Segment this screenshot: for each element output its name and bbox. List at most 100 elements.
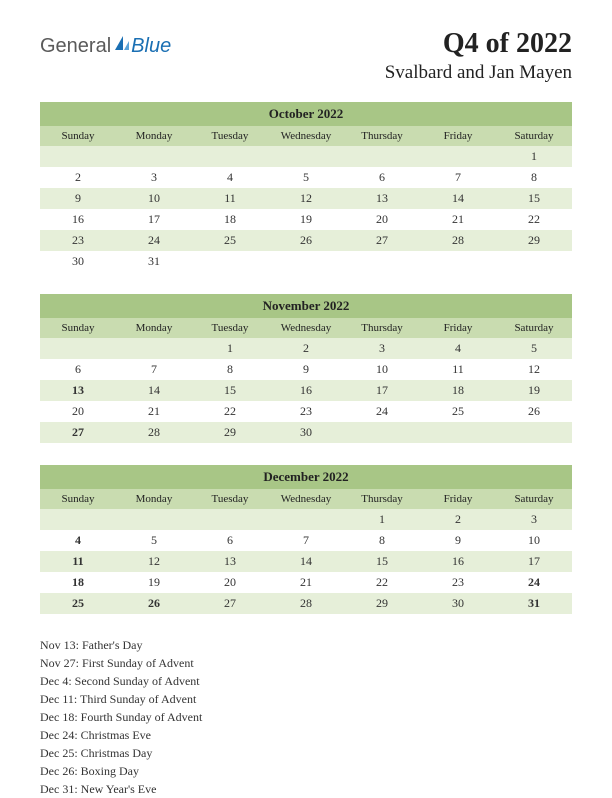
calendar-day: 25: [40, 593, 116, 614]
calendar-week: 11121314151617: [40, 551, 572, 572]
calendar-day: 17: [116, 209, 192, 230]
calendar-day: 16: [40, 209, 116, 230]
calendar-day: 10: [344, 359, 420, 380]
calendar-day: 9: [268, 359, 344, 380]
calendar-day: 19: [116, 572, 192, 593]
logo-sail-icon: [113, 34, 131, 58]
calendar-day: 29: [344, 593, 420, 614]
calendar-week: 12345: [40, 338, 572, 359]
day-header: Saturday: [496, 318, 572, 338]
calendar-day: 1: [192, 338, 268, 359]
calendar-day: 7: [116, 359, 192, 380]
holiday-item: Dec 31: New Year's Eve: [40, 780, 572, 798]
calendars-container: October 2022SundayMondayTuesdayWednesday…: [40, 102, 572, 614]
calendar-day: 3: [116, 167, 192, 188]
calendar-day: 20: [344, 209, 420, 230]
calendar-day: 19: [268, 209, 344, 230]
calendar-day: 27: [344, 230, 420, 251]
day-header: Sunday: [40, 489, 116, 509]
calendar-day: 27: [192, 593, 268, 614]
calendar-day: 21: [268, 572, 344, 593]
calendar-month: October 2022SundayMondayTuesdayWednesday…: [40, 102, 572, 272]
day-header: Monday: [116, 489, 192, 509]
calendar-day: 18: [192, 209, 268, 230]
logo-text-blue: Blue: [131, 35, 171, 58]
calendar-day: 20: [192, 572, 268, 593]
calendar-day: [420, 422, 496, 443]
page-title: Q4 of 2022: [385, 28, 572, 60]
calendar-week: 13141516171819: [40, 380, 572, 401]
holiday-item: Dec 4: Second Sunday of Advent: [40, 672, 572, 690]
holiday-item: Nov 27: First Sunday of Advent: [40, 654, 572, 672]
calendar-day: 26: [268, 230, 344, 251]
calendar-day: 12: [496, 359, 572, 380]
day-header: Friday: [420, 489, 496, 509]
calendar-day: 25: [192, 230, 268, 251]
day-header: Thursday: [344, 489, 420, 509]
calendar-day: 31: [496, 593, 572, 614]
calendar-day: [40, 338, 116, 359]
calendar-day: [344, 146, 420, 167]
calendar-day: 3: [496, 509, 572, 530]
calendar-day: [496, 422, 572, 443]
logo: General Blue: [40, 28, 171, 58]
calendar-day: 26: [116, 593, 192, 614]
calendar-day: 12: [116, 551, 192, 572]
calendar-week: 9101112131415: [40, 188, 572, 209]
calendar-day: 1: [496, 146, 572, 167]
calendar-day: 6: [192, 530, 268, 551]
calendar-day: 14: [116, 380, 192, 401]
calendar-week: 6789101112: [40, 359, 572, 380]
calendar-day: 20: [40, 401, 116, 422]
calendar-week: 45678910: [40, 530, 572, 551]
calendar-week: 20212223242526: [40, 401, 572, 422]
calendar-day: 4: [192, 167, 268, 188]
calendar-day: [268, 251, 344, 272]
calendar-day: 1: [344, 509, 420, 530]
holiday-item: Dec 11: Third Sunday of Advent: [40, 690, 572, 708]
calendar-day: 8: [344, 530, 420, 551]
calendar-day: [344, 422, 420, 443]
calendar-day: 27: [40, 422, 116, 443]
calendar-day: [344, 251, 420, 272]
calendar-day: 13: [344, 188, 420, 209]
calendar-day: 9: [420, 530, 496, 551]
calendar-day: 7: [268, 530, 344, 551]
day-header: Friday: [420, 318, 496, 338]
calendar-week: 3031: [40, 251, 572, 272]
calendar-day: [116, 509, 192, 530]
calendar-day: 25: [420, 401, 496, 422]
month-title: November 2022: [40, 294, 572, 318]
calendar-week: 25262728293031: [40, 593, 572, 614]
calendar-month: December 2022SundayMondayTuesdayWednesda…: [40, 465, 572, 614]
calendar-day: 24: [496, 572, 572, 593]
calendar-day: [192, 509, 268, 530]
day-header: Monday: [116, 126, 192, 146]
calendar-week: 123: [40, 509, 572, 530]
month-title: October 2022: [40, 102, 572, 126]
calendar-week: 16171819202122: [40, 209, 572, 230]
calendar-day: 15: [496, 188, 572, 209]
calendar-day: [268, 509, 344, 530]
day-header: Tuesday: [192, 318, 268, 338]
calendar-day: 13: [192, 551, 268, 572]
holiday-item: Dec 18: Fourth Sunday of Advent: [40, 708, 572, 726]
calendar-day: 30: [40, 251, 116, 272]
calendar-day: 24: [116, 230, 192, 251]
calendar-day: 2: [420, 509, 496, 530]
calendar-day: [192, 146, 268, 167]
calendar-day: [496, 251, 572, 272]
calendar-day: 10: [116, 188, 192, 209]
holiday-item: Dec 26: Boxing Day: [40, 762, 572, 780]
calendar-day: 8: [192, 359, 268, 380]
calendar-day: 13: [40, 380, 116, 401]
calendar-day: 23: [40, 230, 116, 251]
calendar-day: 19: [496, 380, 572, 401]
holiday-item: Dec 24: Christmas Eve: [40, 726, 572, 744]
calendar-day: [420, 251, 496, 272]
holiday-item: Nov 13: Father's Day: [40, 636, 572, 654]
calendar-day: 24: [344, 401, 420, 422]
calendar-day: 29: [192, 422, 268, 443]
day-header: Tuesday: [192, 489, 268, 509]
calendar-day: 5: [496, 338, 572, 359]
